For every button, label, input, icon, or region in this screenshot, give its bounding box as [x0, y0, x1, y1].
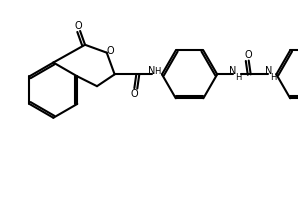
Text: O: O	[74, 21, 82, 31]
Text: H: H	[270, 73, 277, 82]
Text: O: O	[107, 46, 115, 56]
Text: H: H	[235, 73, 241, 82]
Text: N: N	[229, 66, 237, 76]
Text: O: O	[245, 50, 253, 60]
Text: N: N	[148, 66, 156, 76]
Text: H: H	[154, 67, 160, 76]
Text: N: N	[265, 66, 272, 76]
Text: O: O	[130, 89, 138, 99]
